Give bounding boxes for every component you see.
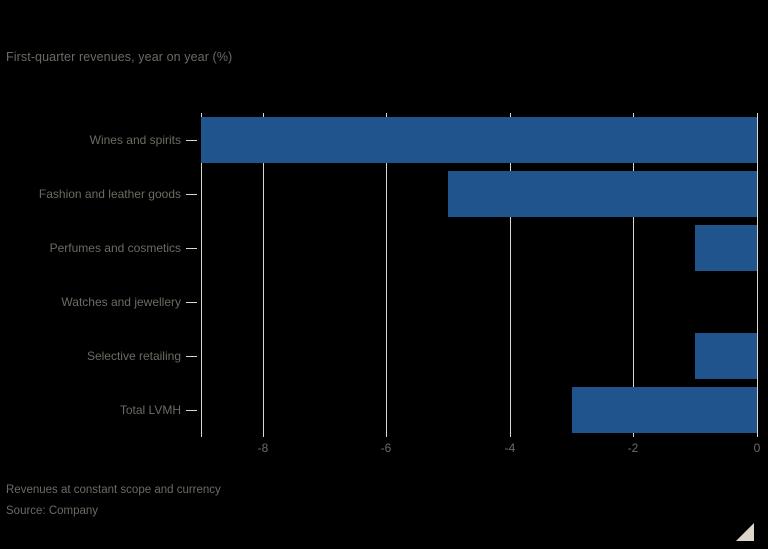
category-label: Fashion and leather goods — [38, 187, 181, 201]
source-note: Source: Company — [6, 505, 99, 517]
category-label-row: Watches and jewellery — [0, 275, 201, 329]
category-label-row: Wines and spirits — [0, 113, 201, 167]
footnote: Revenues at constant scope and currency — [6, 484, 221, 496]
category-axis-labels: Wines and spirits Fashion and leather goo… — [0, 113, 201, 437]
x-gridlines — [201, 113, 758, 437]
triangle-mark-icon — [736, 523, 754, 541]
category-tick-mark — [186, 409, 197, 411]
x-tick-label: -8 — [257, 441, 269, 455]
x-tick-label: -4 — [504, 441, 516, 455]
category-label: Watches and jewellery — [61, 295, 181, 309]
category-label: Wines and spirits — [89, 133, 181, 147]
category-tick-mark — [186, 355, 197, 357]
bar — [695, 225, 757, 271]
bar — [448, 171, 757, 217]
category-label: Selective retailing — [86, 349, 181, 363]
category-label-row: Total LVMH — [0, 383, 201, 437]
chart-title: First-quarter revenues, year on year (%) — [6, 50, 233, 64]
x-tick-label: 0 — [753, 441, 761, 455]
category-tick-mark — [186, 247, 197, 249]
x-axis-tick-labels: -8 -6 -4 -2 0 — [201, 441, 761, 461]
category-tick-mark — [186, 193, 197, 195]
bar — [695, 333, 757, 379]
gridline-neg8 — [263, 113, 264, 437]
category-label: Total LVMH — [119, 403, 181, 417]
category-label-row: Perfumes and cosmetics — [0, 221, 201, 275]
category-tick-mark — [186, 139, 197, 141]
bar — [201, 117, 757, 163]
bars-layer — [201, 113, 757, 437]
plot-area — [201, 113, 758, 437]
category-tick-mark — [186, 301, 197, 303]
bar — [572, 387, 757, 433]
category-label-row: Selective retailing — [0, 329, 201, 383]
gridline-neg2 — [633, 113, 634, 437]
category-label-row: Fashion and leather goods — [0, 167, 201, 221]
x-tick-label: -6 — [380, 441, 392, 455]
y-axis-line — [201, 113, 202, 437]
category-label: Perfumes and cosmetics — [49, 241, 181, 255]
x-tick-label: -2 — [627, 441, 639, 455]
gridline-0 — [757, 113, 758, 437]
gridline-neg4 — [510, 113, 511, 437]
gridline-neg6 — [386, 113, 387, 437]
